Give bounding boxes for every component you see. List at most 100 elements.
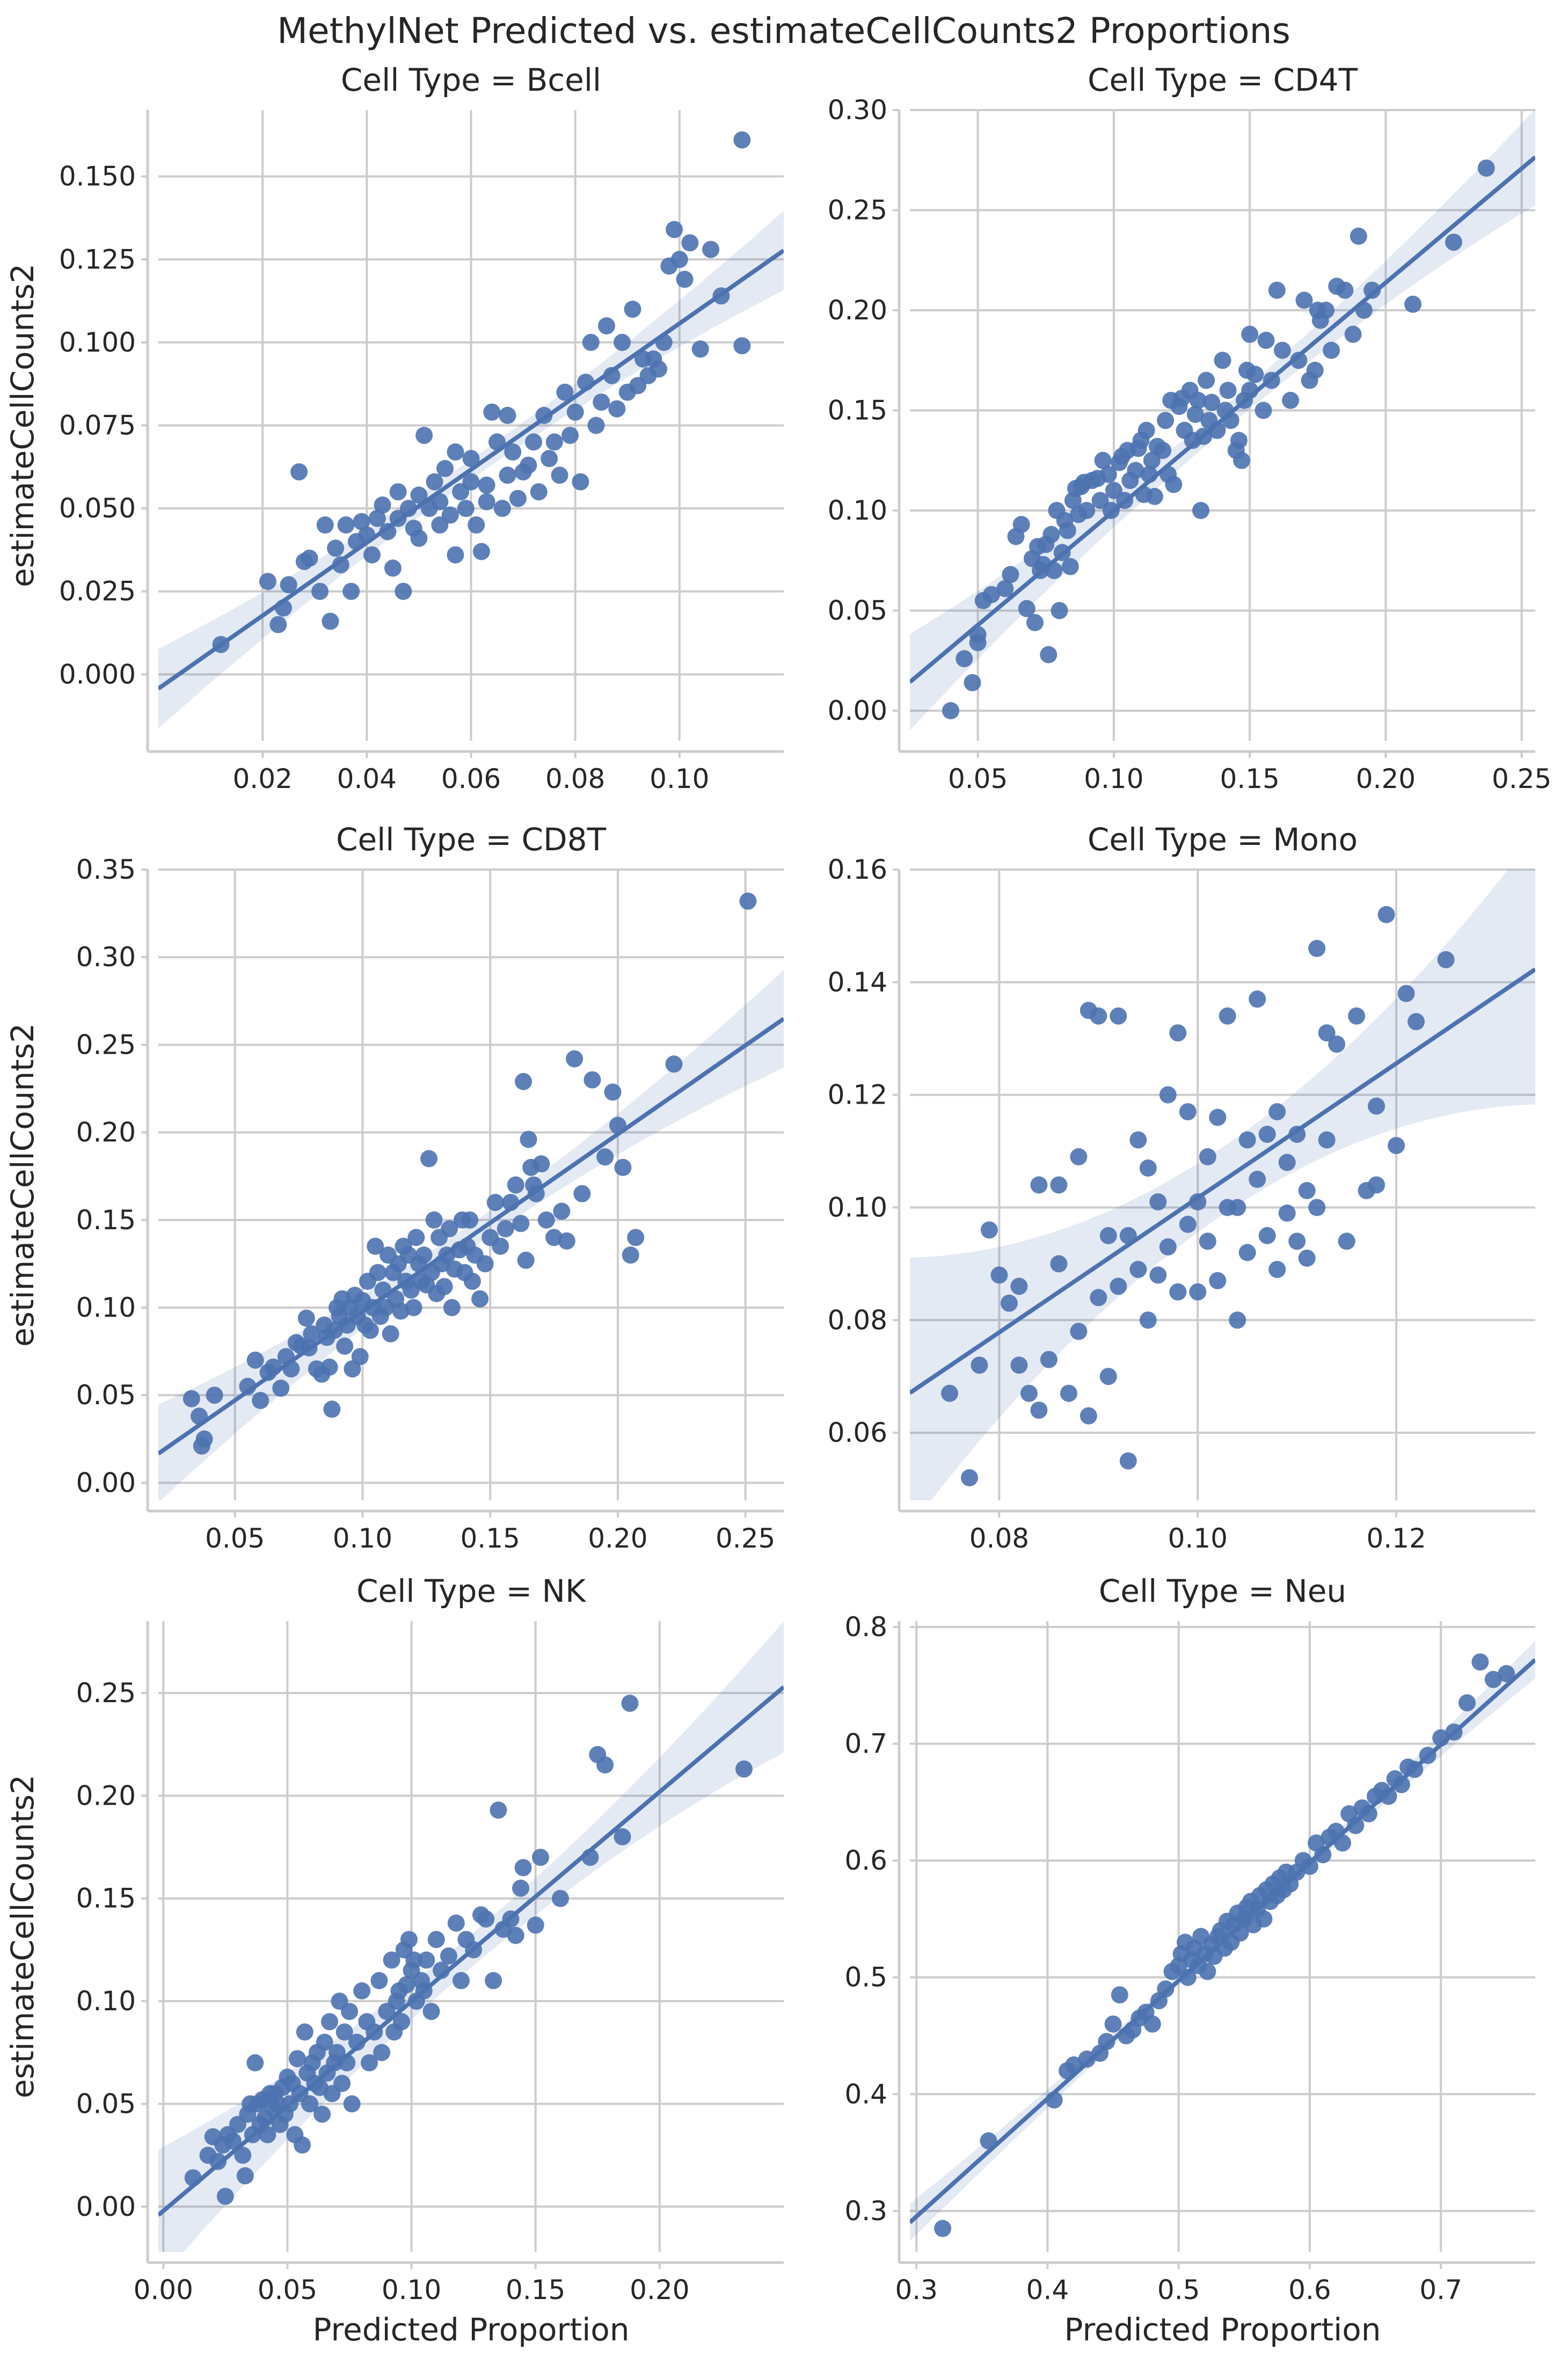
data-point bbox=[395, 582, 412, 600]
y-tick-label: 0.06 bbox=[828, 1417, 887, 1448]
data-point bbox=[1192, 502, 1209, 519]
data-point bbox=[572, 473, 589, 491]
data-point bbox=[435, 1278, 453, 1295]
data-point bbox=[280, 576, 297, 594]
data-point bbox=[471, 1290, 489, 1308]
data-point bbox=[1282, 391, 1300, 409]
data-point bbox=[556, 383, 574, 401]
data-point bbox=[603, 367, 621, 384]
data-point bbox=[702, 240, 720, 258]
data-point bbox=[1344, 325, 1362, 343]
y-tick-label: 0.00 bbox=[76, 2191, 136, 2222]
data-point bbox=[624, 301, 641, 318]
data-point bbox=[420, 1150, 437, 1168]
data-point bbox=[1203, 393, 1221, 411]
data-point bbox=[1105, 481, 1122, 499]
data-point bbox=[1110, 1007, 1127, 1025]
data-point bbox=[405, 1951, 423, 1969]
data-point bbox=[1308, 939, 1326, 957]
data-point bbox=[1169, 1283, 1187, 1301]
data-point bbox=[405, 1299, 422, 1316]
data-point bbox=[1308, 1199, 1326, 1216]
panel-title: Cell Type = CD4T bbox=[1088, 62, 1358, 98]
data-point bbox=[499, 406, 516, 424]
data-point bbox=[558, 1232, 575, 1250]
panel-1: Cell Type = Bcell 0.02 0.04 0.06 0.08 0.10 0.0… bbox=[4, 62, 784, 794]
data-point bbox=[566, 403, 584, 421]
data-point bbox=[425, 1211, 443, 1229]
data-point bbox=[1199, 1962, 1216, 1980]
data-point bbox=[622, 1246, 639, 1264]
x-tick-label: 0.5 bbox=[1157, 2274, 1200, 2305]
data-point bbox=[1241, 325, 1259, 343]
y-tick-label: 0.150 bbox=[59, 161, 136, 192]
data-point bbox=[1392, 1776, 1410, 1793]
data-point bbox=[1199, 1232, 1216, 1250]
data-point bbox=[1214, 352, 1231, 369]
data-point bbox=[389, 483, 407, 501]
data-point bbox=[670, 251, 688, 268]
data-point bbox=[1278, 1205, 1296, 1222]
data-point bbox=[368, 509, 386, 527]
data-point bbox=[1186, 406, 1204, 423]
data-point bbox=[463, 1273, 481, 1290]
x-tick-label: 0.15 bbox=[1220, 763, 1279, 794]
data-point bbox=[1258, 1126, 1276, 1143]
data-point bbox=[545, 433, 563, 451]
data-point bbox=[983, 586, 1000, 603]
panel-3: Cell Type = CD8T 0.05 0.10 0.15 0.20 0.25 0.00… bbox=[4, 821, 784, 1554]
data-point bbox=[301, 549, 318, 567]
x-tick-label: 0.05 bbox=[258, 2274, 317, 2305]
data-point bbox=[1078, 2051, 1096, 2068]
data-point bbox=[507, 1176, 524, 1194]
data-point bbox=[553, 1202, 571, 1220]
y-tick-label: 0.00 bbox=[828, 695, 887, 726]
data-point bbox=[382, 1325, 399, 1342]
x-tick-label: 0.10 bbox=[650, 763, 709, 794]
data-point bbox=[1407, 1013, 1425, 1031]
data-point bbox=[342, 582, 360, 600]
y-tick-label: 0.050 bbox=[59, 493, 136, 524]
y-tick-label: 0.5 bbox=[844, 1962, 887, 1993]
data-point bbox=[1051, 602, 1068, 619]
data-point bbox=[472, 543, 490, 560]
panel-5: Cell Type = NK 0.00 0.05 0.10 0.15 0.20 0.00 0.… bbox=[4, 1573, 784, 2348]
data-point bbox=[1199, 1148, 1216, 1165]
x-axis-label: Predicted Proportion bbox=[313, 2311, 630, 2348]
x-tick-label: 0.10 bbox=[382, 2274, 441, 2305]
data-point bbox=[1301, 1857, 1318, 1875]
data-point bbox=[551, 1889, 569, 1907]
data-point bbox=[1179, 1103, 1197, 1121]
data-point bbox=[1258, 1227, 1276, 1244]
data-point bbox=[614, 1158, 632, 1176]
data-point bbox=[514, 1859, 532, 1877]
data-point bbox=[332, 556, 349, 574]
data-point bbox=[1255, 402, 1272, 419]
data-point bbox=[246, 1351, 264, 1369]
data-point bbox=[1179, 1215, 1197, 1233]
data-point bbox=[1098, 2033, 1115, 2051]
data-point bbox=[303, 1325, 320, 1342]
data-point bbox=[1050, 1255, 1068, 1273]
data-point bbox=[1099, 1227, 1117, 1244]
panels: Cell Type = Bcell 0.02 0.04 0.06 0.08 0.10 0.0… bbox=[4, 62, 1551, 2348]
data-point bbox=[1255, 1910, 1273, 1928]
data-point bbox=[1458, 1694, 1476, 1712]
data-point bbox=[476, 1255, 494, 1273]
data-point bbox=[961, 1469, 978, 1486]
y-tick-label: 0.25 bbox=[76, 1677, 136, 1709]
data-point bbox=[1198, 371, 1215, 389]
data-point bbox=[604, 1083, 622, 1101]
data-point bbox=[1137, 421, 1155, 439]
data-point bbox=[497, 1220, 514, 1238]
x-tick-label: 0.08 bbox=[969, 1523, 1029, 1554]
x-tick-label: 0.12 bbox=[1366, 1523, 1426, 1554]
data-point bbox=[296, 2023, 313, 2041]
data-point bbox=[440, 1947, 457, 1965]
panel-title: Cell Type = Bcell bbox=[341, 62, 601, 98]
data-point bbox=[512, 1215, 530, 1232]
data-point bbox=[1157, 1980, 1175, 1998]
x-tick-label: 0.4 bbox=[1026, 2274, 1069, 2305]
data-point bbox=[1119, 1452, 1137, 1470]
